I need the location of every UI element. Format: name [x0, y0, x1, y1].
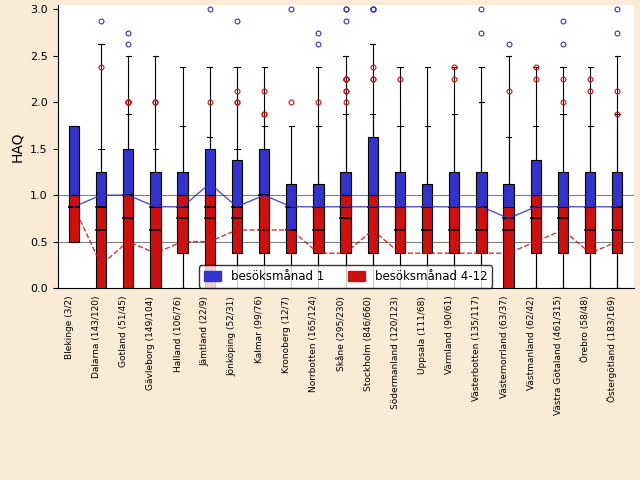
- Bar: [476, 207, 486, 253]
- Bar: [177, 195, 188, 253]
- Bar: [340, 172, 351, 230]
- Bar: [504, 183, 514, 241]
- Bar: [531, 160, 541, 230]
- Bar: [558, 172, 568, 230]
- Bar: [395, 207, 405, 253]
- Bar: [259, 149, 269, 218]
- Y-axis label: HAQ: HAQ: [11, 131, 24, 162]
- Bar: [123, 195, 133, 288]
- Bar: [476, 172, 486, 230]
- Bar: [449, 207, 460, 253]
- Bar: [123, 149, 133, 218]
- Bar: [313, 183, 324, 230]
- Bar: [232, 160, 242, 230]
- Bar: [96, 207, 106, 288]
- Bar: [367, 137, 378, 230]
- Bar: [422, 207, 432, 253]
- Bar: [340, 195, 351, 253]
- Legend: besöksmånad 1, besöksmånad 4-12: besöksmånad 1, besöksmånad 4-12: [199, 265, 492, 288]
- Bar: [504, 207, 514, 288]
- Bar: [177, 172, 188, 230]
- Bar: [68, 195, 79, 241]
- Bar: [150, 172, 161, 253]
- Bar: [205, 195, 215, 288]
- Bar: [585, 172, 595, 230]
- Bar: [612, 207, 623, 253]
- Bar: [286, 230, 296, 253]
- Bar: [286, 183, 296, 230]
- Bar: [96, 172, 106, 230]
- Bar: [68, 125, 79, 230]
- Bar: [367, 195, 378, 253]
- Bar: [585, 207, 595, 253]
- Bar: [395, 172, 405, 230]
- Bar: [232, 207, 242, 253]
- Bar: [558, 207, 568, 253]
- Bar: [313, 207, 324, 253]
- Bar: [205, 149, 215, 230]
- Bar: [531, 195, 541, 253]
- Bar: [150, 207, 161, 288]
- Bar: [612, 172, 623, 230]
- Bar: [422, 183, 432, 230]
- Bar: [259, 195, 269, 253]
- Bar: [449, 172, 460, 230]
